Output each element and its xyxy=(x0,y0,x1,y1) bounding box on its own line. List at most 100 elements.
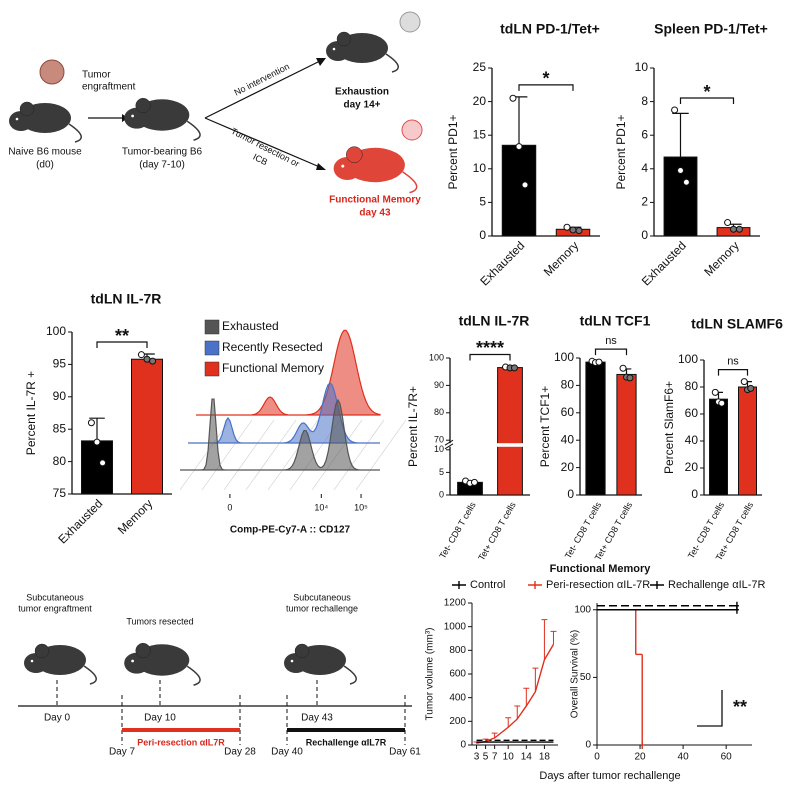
label: engraftment xyxy=(82,82,136,93)
error-bar xyxy=(672,112,689,158)
mouse-eye xyxy=(332,47,336,51)
y-axis-label: Overall Survival (%) xyxy=(570,630,581,718)
y-tick-label: 6 xyxy=(641,127,648,141)
data-point xyxy=(509,94,517,102)
arrowhead xyxy=(316,58,326,66)
mouse-ear xyxy=(135,642,151,659)
legend-label: Control xyxy=(470,579,505,591)
x-tick-label: 0 xyxy=(594,752,600,763)
x-tick-label: 14 xyxy=(521,752,533,763)
legend-label: Functional Memory xyxy=(222,361,324,375)
label: Tumor xyxy=(82,70,111,81)
data-point xyxy=(682,178,690,186)
label: (d0) xyxy=(36,160,54,171)
y-tick-label: 10 xyxy=(434,444,444,454)
y-tick-label: 0 xyxy=(691,487,698,501)
legend-swatch xyxy=(204,361,220,377)
y-tick-label: 60 xyxy=(561,405,575,419)
label: Day 43 xyxy=(301,713,333,724)
mouse-eye xyxy=(341,164,345,168)
mouse-eye xyxy=(131,114,134,118)
mouse-tail xyxy=(186,120,201,141)
label: Day 7 xyxy=(109,747,136,758)
bar xyxy=(616,373,637,496)
legend-swatch xyxy=(650,581,664,589)
y-tick-label: 0 xyxy=(585,740,591,751)
x-tick-label: Memory xyxy=(541,238,582,279)
y-tick-label: 4 xyxy=(641,161,648,175)
x-tick-label: 60 xyxy=(721,752,733,763)
y-axis-label: Tumor volume (mm³) xyxy=(425,628,436,721)
data-point xyxy=(626,374,634,382)
y-tick-label: 100 xyxy=(678,352,698,366)
label: day 14+ xyxy=(344,100,381,111)
mouse-icon xyxy=(284,643,357,685)
data-point xyxy=(515,143,523,151)
x-tick-label: Tet- CD8 T cells xyxy=(437,500,478,561)
data-point xyxy=(521,181,529,189)
mouse-icon xyxy=(24,643,97,685)
y-tick-label: 0 xyxy=(567,487,574,501)
mouse-ear xyxy=(135,97,151,114)
legend-label: Recently Resected xyxy=(222,340,323,354)
arrow xyxy=(204,59,323,169)
y-tick-label: 100 xyxy=(574,604,591,615)
mouse-eye xyxy=(290,659,294,663)
significance-bracket xyxy=(594,348,628,356)
data-point xyxy=(747,384,755,392)
chart-title: tdLN IL-7R xyxy=(91,291,162,307)
y-tick-label: 8 xyxy=(641,94,648,108)
x-axis-label: Days after tumor rechallenge xyxy=(539,770,680,782)
x-tick-label: 0 xyxy=(227,502,232,512)
y-tick-label: 60 xyxy=(685,406,699,420)
x-tick-label: 20 xyxy=(634,752,646,763)
x-tick-label: 18 xyxy=(539,752,551,763)
y-tick-label: 80 xyxy=(434,407,444,417)
hatch xyxy=(201,419,253,491)
y-tick-label: 20 xyxy=(561,460,575,474)
bar xyxy=(497,367,523,496)
mouse-ear xyxy=(34,643,50,659)
mouse-icon xyxy=(124,642,201,686)
error-bar xyxy=(550,630,557,645)
y-tick-label: 80 xyxy=(685,379,699,393)
node-icon xyxy=(399,11,421,33)
data-point xyxy=(99,459,107,467)
x-tick-label: Tet+ CD8 T cells xyxy=(476,500,518,563)
y-tick-label: 5 xyxy=(439,467,444,477)
data-point xyxy=(575,227,583,235)
axis-break xyxy=(444,443,530,447)
label: Tumors resected xyxy=(126,616,193,626)
data-point xyxy=(87,419,95,427)
legend-label: Exhausted xyxy=(222,319,279,333)
significance-label: ** xyxy=(115,326,129,346)
significance-label: ns xyxy=(727,356,739,368)
data-point xyxy=(730,225,737,233)
mouse-icon xyxy=(333,146,418,194)
y-tick-label: 90 xyxy=(434,380,444,390)
x-tick-label: Exhausted xyxy=(55,496,105,546)
label: Naive B6 mouse xyxy=(8,147,82,158)
data-point xyxy=(619,364,627,372)
label: tumor engraftment xyxy=(18,603,92,613)
label: (day 7-10) xyxy=(139,160,185,171)
y-tick-label: 800 xyxy=(449,645,466,656)
x-tick-label: Memory xyxy=(115,496,156,537)
hatch xyxy=(245,419,297,491)
y-tick-label: 2 xyxy=(641,195,648,209)
y-tick-label: 100 xyxy=(46,324,66,338)
mouse-ear xyxy=(19,101,35,117)
timeline-marker xyxy=(56,680,406,745)
legend-swatch xyxy=(528,581,542,589)
data-point xyxy=(569,226,577,234)
error-bar xyxy=(491,732,498,738)
mouse-ear xyxy=(336,31,352,47)
y-tick-label: 1000 xyxy=(444,621,467,632)
y-axis-label: Percent SlamF6+ xyxy=(662,381,676,474)
mouse-tail xyxy=(343,665,357,685)
x-tick-label: 40 xyxy=(678,752,690,763)
label: Day 61 xyxy=(389,747,421,758)
tumor-icon xyxy=(39,59,65,85)
error-bar xyxy=(505,717,512,728)
